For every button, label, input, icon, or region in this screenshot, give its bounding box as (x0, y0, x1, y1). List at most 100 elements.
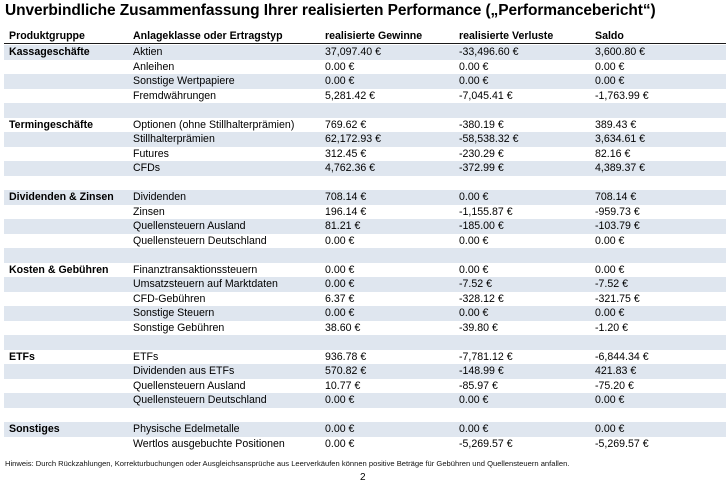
footnote: Hinweis: Durch Rückzahlungen, Korrekturb… (5, 459, 570, 468)
row-gain: 0.00 € (325, 307, 355, 319)
row-loss: -33,496.60 € (459, 46, 519, 58)
table-row: Fremdwährungen 5,281.42 € -7,045.41 € -1,76… (4, 89, 726, 104)
row-gain: 0.00 € (325, 423, 355, 435)
row-saldo: 421.83 € (595, 365, 637, 377)
table-body: Kassageschäfte Aktien 37,097.40 € -33,496.6… (4, 45, 726, 451)
row-loss: 0.00 € (459, 191, 489, 203)
table-row (4, 335, 726, 350)
row-type: Quellensteuern Ausland (133, 379, 246, 392)
row-saldo: 3,634.61 € (595, 133, 646, 145)
row-saldo: 389.43 € (595, 118, 637, 131)
table-row: Termingeschäfte Optionen (ohne Stillhalte… (4, 118, 726, 133)
row-loss: -372.99 € (459, 162, 504, 174)
row-group: Dividenden & Zinsen (9, 191, 114, 203)
row-gain: 5,281.42 € (325, 89, 376, 102)
row-loss: -7.52 € (459, 278, 492, 290)
row-type: CFD-Gebühren (133, 292, 206, 305)
table-row: Quellensteuern Deutschland 0.00 € 0.00 € 0.… (4, 234, 726, 249)
row-saldo: -75.20 € (595, 379, 634, 392)
table-row: Quellensteuern Deutschland 0.00 € 0.00 € 0.… (4, 393, 726, 408)
table-row: Futures 312.45 € -230.29 € 82.16 € (4, 147, 726, 162)
row-type: Umsatzsteuern auf Marktdaten (133, 278, 278, 290)
row-type: Anleihen (133, 60, 175, 73)
table-row: Stillhalterprämien 62,172.93 € -58,538.32 … (4, 132, 726, 147)
row-gain: 0.00 € (325, 278, 355, 290)
row-type: Futures (133, 147, 169, 160)
row-loss: -380.19 € (459, 118, 504, 131)
row-gain: 0.00 € (325, 60, 355, 73)
table-row: Quellensteuern Ausland 81.21 € -185.00 € -1… (4, 219, 726, 234)
row-loss: -7,045.41 € (459, 89, 513, 102)
row-type: Finanztransaktionssteuern (133, 263, 258, 276)
row-saldo: -1,763.99 € (595, 89, 649, 102)
row-saldo: -7.52 € (595, 278, 628, 290)
table-header: Produktgruppe Anlageklasse oder Ertragst… (4, 30, 726, 44)
row-loss: 0.00 € (459, 394, 489, 406)
row-gain: 0.00 € (325, 394, 355, 406)
table-row: Umsatzsteuern auf Marktdaten 0.00 € -7.52 … (4, 277, 726, 292)
row-gain: 769.62 € (325, 118, 367, 131)
row-saldo: 3,600.80 € (595, 46, 646, 58)
row-saldo: 0.00 € (595, 234, 625, 247)
row-type: CFDs (133, 162, 161, 174)
row-gain: 312.45 € (325, 147, 367, 160)
row-gain: 196.14 € (325, 205, 367, 218)
row-gain: 936.78 € (325, 350, 367, 363)
row-loss: -1,155.87 € (459, 205, 513, 218)
table-row: CFDs 4,762.36 € -372.99 € 4,389.37 € (4, 161, 726, 176)
row-saldo: 0.00 € (595, 60, 625, 73)
row-gain: 6.37 € (325, 292, 355, 305)
row-saldo: 4,389.37 € (595, 162, 646, 174)
table-row: ETFs ETFs 936.78 € -7,781.12 € -6,844.34 € (4, 350, 726, 365)
row-loss: -7,781.12 € (459, 350, 513, 363)
table-row: Zinsen 196.14 € -1,155.87 € -959.73 € (4, 205, 726, 220)
row-type: Sonstige Gebühren (133, 321, 225, 334)
row-type: ETFs (133, 350, 159, 363)
row-type: Aktien (133, 46, 163, 58)
row-gain: 0.00 € (325, 234, 355, 247)
row-loss: -230.29 € (459, 147, 504, 160)
row-gain: 4,762.36 € (325, 162, 376, 174)
table-row: Anleihen 0.00 € 0.00 € 0.00 € (4, 60, 726, 75)
header-verluste: realisierte Verluste (459, 30, 554, 42)
row-type: Wertlos ausgebuchte Positionen (133, 437, 285, 450)
table-row (4, 248, 726, 263)
table-row: Dividenden & Zinsen Dividenden 708.14 € 0.0… (4, 190, 726, 205)
row-saldo: 0.00 € (595, 75, 625, 87)
table-row (4, 103, 726, 118)
row-saldo: -5,269.57 € (595, 437, 649, 450)
row-group: Kassageschäfte (9, 46, 90, 58)
row-loss: 0.00 € (459, 60, 489, 73)
row-type: Optionen (ohne Stillhalterprämien) (133, 118, 295, 131)
row-loss: -39.80 € (459, 321, 498, 334)
row-saldo: -6,844.34 € (595, 350, 649, 363)
row-gain: 37,097.40 € (325, 46, 381, 58)
row-loss: -85.97 € (459, 379, 498, 392)
page-title: Unverbindliche Zusammenfassung Ihrer rea… (5, 2, 656, 19)
header-produktgruppe: Produktgruppe (9, 30, 85, 42)
row-saldo: 0.00 € (595, 307, 625, 319)
table-row: Quellensteuern Ausland 10.77 € -85.97 € -75… (4, 379, 726, 394)
row-saldo: 0.00 € (595, 423, 625, 435)
row-type: Fremdwährungen (133, 89, 217, 102)
row-loss: -328.12 € (459, 292, 504, 305)
row-saldo: -321.75 € (595, 292, 640, 305)
header-anlageklasse: Anlageklasse oder Ertragstyp (133, 30, 283, 42)
header-gewinne: realisierte Gewinne (325, 30, 423, 42)
row-type: Quellensteuern Deutschland (133, 394, 267, 406)
row-saldo: -1.20 € (595, 321, 628, 334)
row-type: Stillhalterprämien (133, 133, 215, 145)
row-gain: 708.14 € (325, 191, 367, 203)
row-gain: 62,172.93 € (325, 133, 381, 145)
table-row: Dividenden aus ETFs 570.82 € -148.99 € 421.… (4, 364, 726, 379)
row-loss: 0.00 € (459, 423, 489, 435)
table-row: Kosten & Gebühren Finanztransaktionssteue… (4, 263, 726, 278)
row-type: Quellensteuern Deutschland (133, 234, 267, 247)
row-gain: 38.60 € (325, 321, 361, 334)
row-gain: 0.00 € (325, 75, 355, 87)
table-row: Sonstige Steuern 0.00 € 0.00 € 0.00 € (4, 306, 726, 321)
row-saldo: 0.00 € (595, 263, 625, 276)
row-type: Dividenden aus ETFs (133, 365, 235, 377)
row-group: ETFs (9, 350, 35, 363)
table-row: Sonstiges Physische Edelmetalle 0.00 € 0.00… (4, 422, 726, 437)
